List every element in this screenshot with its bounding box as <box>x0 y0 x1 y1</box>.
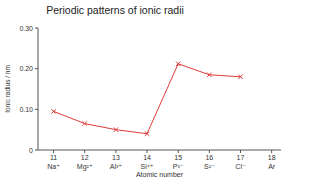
x-tick-label: 18 <box>268 154 276 161</box>
x-tick <box>209 150 210 153</box>
data-line <box>54 64 241 134</box>
data-point <box>145 132 149 136</box>
x-tick <box>53 150 54 153</box>
x-tick-label: 13 <box>112 154 120 161</box>
y-tick <box>35 28 38 29</box>
y-tick-label: 0.10 <box>19 106 33 113</box>
ion-label: Al³⁺ <box>110 163 123 170</box>
ion-label: Mg²⁺ <box>77 163 93 171</box>
y-axis-label: Ionic radius / nm <box>4 65 11 113</box>
x-axis <box>38 150 281 151</box>
ion-label: Cl⁻ <box>235 163 246 170</box>
x-tick-label: 17 <box>237 154 245 161</box>
x-tick-label: 15 <box>174 154 182 161</box>
x-tick <box>115 150 116 153</box>
ion-label: Si⁴⁺ <box>141 163 154 170</box>
data-point <box>114 127 118 131</box>
data-point <box>176 62 180 66</box>
x-tick-label: 11 <box>50 154 57 161</box>
data-point <box>207 73 211 77</box>
x-tick-label: 14 <box>143 154 151 161</box>
x-tick-label: 12 <box>81 154 89 161</box>
y-axis <box>38 28 39 150</box>
data-point <box>83 121 87 125</box>
y-tick <box>35 109 38 110</box>
ion-label: Na⁺ <box>47 163 60 170</box>
x-tick <box>147 150 148 153</box>
y-tick <box>35 150 38 151</box>
ion-label: Ar <box>268 163 276 170</box>
y-tick-label: 0.20 <box>19 65 33 72</box>
chart: Periodic patterns of ionic radii 0 0.10 0.2… <box>0 0 320 180</box>
x-tick <box>178 150 179 153</box>
data-point <box>51 109 55 113</box>
ion-label: S²⁻ <box>204 163 215 170</box>
y-tick-label: 0.30 <box>19 25 33 32</box>
y-tick <box>35 68 38 69</box>
y-tick-label: 0 <box>29 147 33 154</box>
x-tick <box>240 150 241 153</box>
title: Periodic patterns of ionic radii <box>46 4 184 16</box>
ion-label: P³⁻ <box>173 163 184 170</box>
x-tick <box>84 150 85 153</box>
x-tick-label: 16 <box>205 154 213 161</box>
x-axis-label: Atomic number <box>136 171 184 178</box>
x-tick <box>271 150 272 153</box>
plot-area <box>51 62 242 136</box>
data-point <box>238 75 242 79</box>
